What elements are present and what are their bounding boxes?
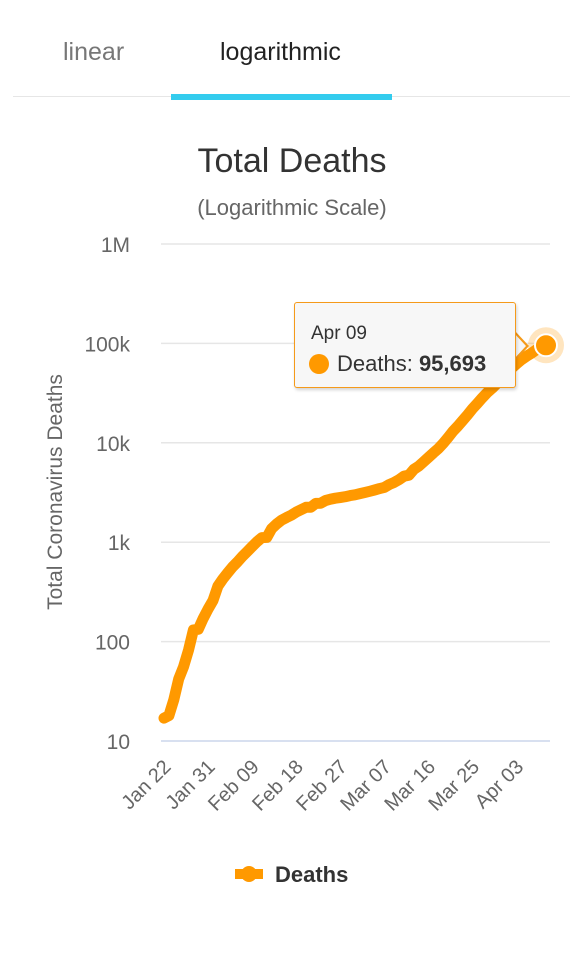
x-tick-label: Apr 03 (471, 756, 528, 813)
tab-linear[interactable]: linear (63, 38, 125, 66)
tab-logarithmic[interactable]: logarithmic (220, 38, 341, 66)
legend-label-deaths[interactable]: Deaths (275, 862, 348, 887)
active-tab-indicator (171, 94, 392, 100)
tooltip-row: Deaths: 95,693 (309, 351, 486, 377)
tooltip-series-marker (309, 354, 329, 374)
data-point-hovered[interactable] (534, 333, 558, 358)
series-line-deaths (158, 339, 552, 724)
chart-subtitle: (Logarithmic Scale) (197, 195, 387, 220)
scale-tabs: linear logarithmic (13, 0, 570, 100)
tooltip-value: 95,693 (418, 351, 487, 376)
x-tick-label: Jan 22 (118, 756, 176, 814)
tooltip-date: Apr 09 (311, 323, 367, 344)
y-axis-title: Total Coronavirus Deaths (44, 374, 67, 610)
y-tick-label: 1M (101, 234, 130, 257)
tooltip-series-label: Deaths: (337, 351, 419, 376)
y-tick-label: 10k (96, 433, 130, 456)
chart-title: Total Deaths (198, 142, 387, 180)
legend-marker-deaths (241, 866, 257, 882)
data-tooltip: Apr 09 Deaths: 95,693 (294, 302, 516, 388)
x-tick-label: Mar 25 (425, 756, 485, 816)
y-tick-label: 10 (107, 731, 130, 754)
y-tick-label: 100 (95, 632, 130, 655)
y-tick-label: 1k (108, 532, 131, 555)
tooltip-pointer-fill (514, 333, 526, 359)
y-tick-label: 100k (84, 333, 130, 356)
